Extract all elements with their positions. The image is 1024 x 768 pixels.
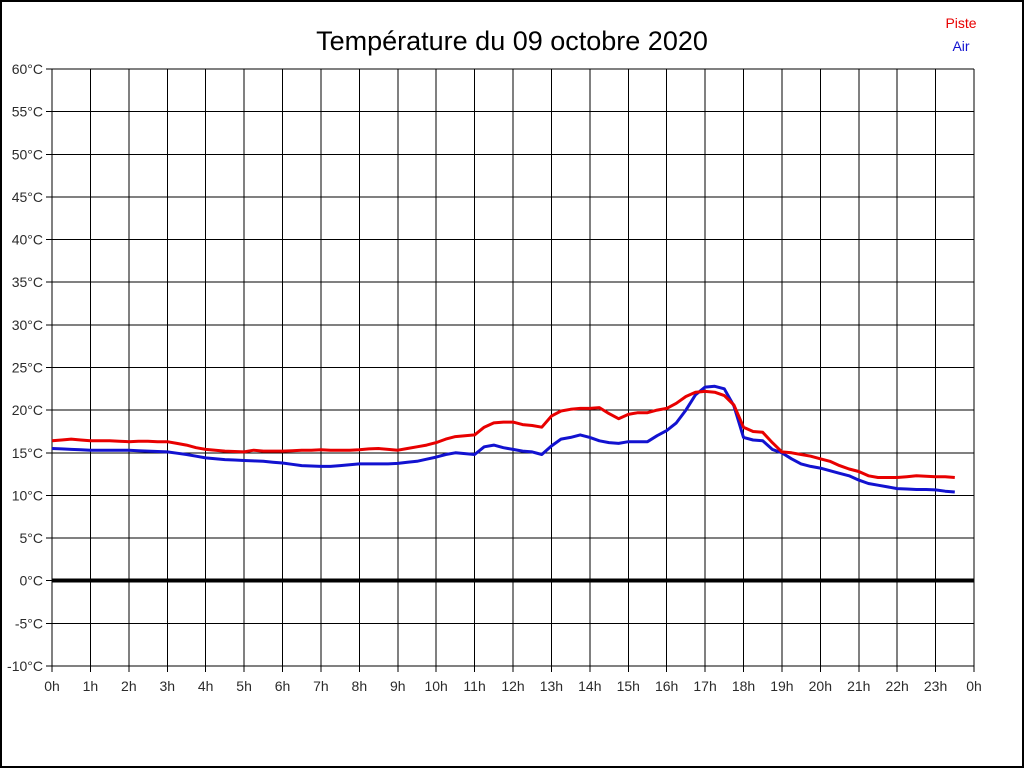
y-tick-label: 55°C [12, 104, 43, 120]
y-tick-label: 40°C [12, 232, 43, 248]
axis-labels: 60°C 55°C 50°C 45°C 40°C 35°C 30°C 25°C 20°C 15°C… [7, 61, 982, 694]
y-tick-label: 50°C [12, 146, 43, 162]
y-tick-label: 10°C [12, 487, 43, 503]
x-tick-label: 8h [352, 678, 368, 694]
x-tick-label: 7h [313, 678, 329, 694]
legend-item-piste: Piste [920, 12, 1002, 35]
chart-legend: Piste Air [920, 12, 1002, 58]
y-tick-label: -10°C [7, 658, 43, 674]
y-tick-label: 25°C [12, 360, 43, 376]
legend-item-air: Air [920, 35, 1002, 58]
y-tick-label: 5°C [20, 530, 44, 546]
x-tick-label: 6h [275, 678, 291, 694]
x-tick-label: 3h [159, 678, 175, 694]
x-tick-label: 4h [198, 678, 214, 694]
x-tick-label: 0h [966, 678, 982, 694]
y-tick-label: 15°C [12, 445, 43, 461]
x-tick-label: 21h [847, 678, 870, 694]
x-tick-label: 20h [809, 678, 832, 694]
x-tick-label: 2h [121, 678, 137, 694]
x-tick-label: 0h [44, 678, 60, 694]
x-tick-label: 9h [390, 678, 406, 694]
x-tick-label: 5h [236, 678, 252, 694]
y-tick-label: 0°C [20, 573, 44, 589]
y-tick-label: 30°C [12, 317, 43, 333]
y-tick-label: 20°C [12, 402, 43, 418]
x-tick-label: 15h [617, 678, 640, 694]
y-tick-label: 35°C [12, 274, 43, 290]
y-tick-label: 45°C [12, 189, 43, 205]
x-tick-label: 10h [424, 678, 447, 694]
x-tick-label: 11h [463, 678, 485, 694]
legend-label-air: Air [952, 38, 970, 54]
x-tick-label: 23h [924, 678, 947, 694]
x-tick-label: 16h [655, 678, 678, 694]
x-tick-label: 22h [885, 678, 908, 694]
x-tick-label: 14h [578, 678, 601, 694]
x-tick-label: 18h [732, 678, 755, 694]
chart-title: Température du 09 octobre 2020 [316, 26, 708, 56]
series-line-air [51, 384, 955, 494]
x-tick-label: 1h [83, 678, 99, 694]
y-tick-label: 60°C [12, 61, 43, 77]
y-tick-label: -5°C [15, 615, 43, 631]
x-tick-label: 12h [501, 678, 524, 694]
series-line-piste [51, 389, 955, 479]
x-tick-label: 19h [770, 678, 793, 694]
x-tick-label: 13h [540, 678, 563, 694]
x-tick-label: 17h [693, 678, 716, 694]
legend-label-piste: Piste [945, 15, 977, 31]
grid-lines [51, 68, 975, 667]
axis-ticks [46, 68, 975, 672]
